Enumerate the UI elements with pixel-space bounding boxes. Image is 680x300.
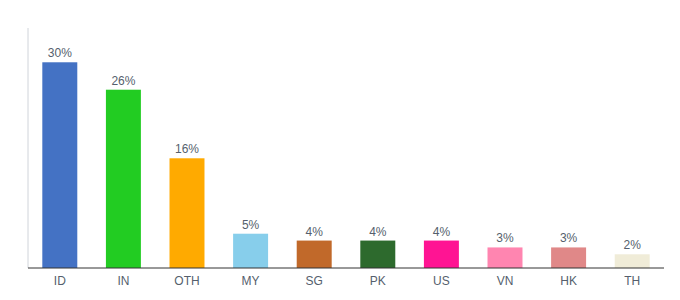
- x-tick-label: OTH: [174, 274, 199, 288]
- data-label: 4%: [306, 225, 324, 239]
- data-label: 30%: [48, 46, 72, 60]
- bar: [551, 247, 586, 268]
- data-label: 26%: [111, 74, 135, 88]
- x-tick-label: HK: [560, 274, 577, 288]
- x-tick-label: IN: [117, 274, 129, 288]
- x-tick-label: US: [433, 274, 450, 288]
- bar: [170, 158, 205, 268]
- x-tick-label: SG: [306, 274, 323, 288]
- chart: 30% 26% 16% 5% 4% 4% 4% 3% 3% 2% ID IN OTH MY SG PK US VN…: [0, 0, 680, 300]
- bar: [360, 241, 395, 268]
- chart-container: 30% 26% 16% 5% 4% 4% 4% 3% 3% 2% ID IN OTH MY SG PK US VN…: [0, 0, 680, 300]
- bar: [106, 90, 141, 268]
- data-label: 16%: [175, 142, 199, 156]
- data-label: 4%: [369, 225, 387, 239]
- bar: [615, 254, 650, 268]
- bar: [233, 234, 268, 268]
- data-label: 5%: [242, 218, 260, 232]
- y-axis: [28, 28, 29, 268]
- x-tick-label: MY: [242, 274, 260, 288]
- bar: [297, 241, 332, 268]
- data-label: 3%: [496, 231, 514, 245]
- x-tick-label: VN: [497, 274, 514, 288]
- data-label: 3%: [560, 231, 578, 245]
- bar: [42, 62, 77, 268]
- bars: [42, 62, 649, 268]
- x-tick-label: PK: [370, 274, 386, 288]
- data-label: 4%: [433, 225, 451, 239]
- x-axis: [28, 268, 664, 269]
- x-tick-label: ID: [54, 274, 66, 288]
- bar: [424, 241, 459, 268]
- x-tick-label: TH: [624, 274, 640, 288]
- bar: [488, 247, 523, 268]
- data-label: 2%: [624, 238, 642, 252]
